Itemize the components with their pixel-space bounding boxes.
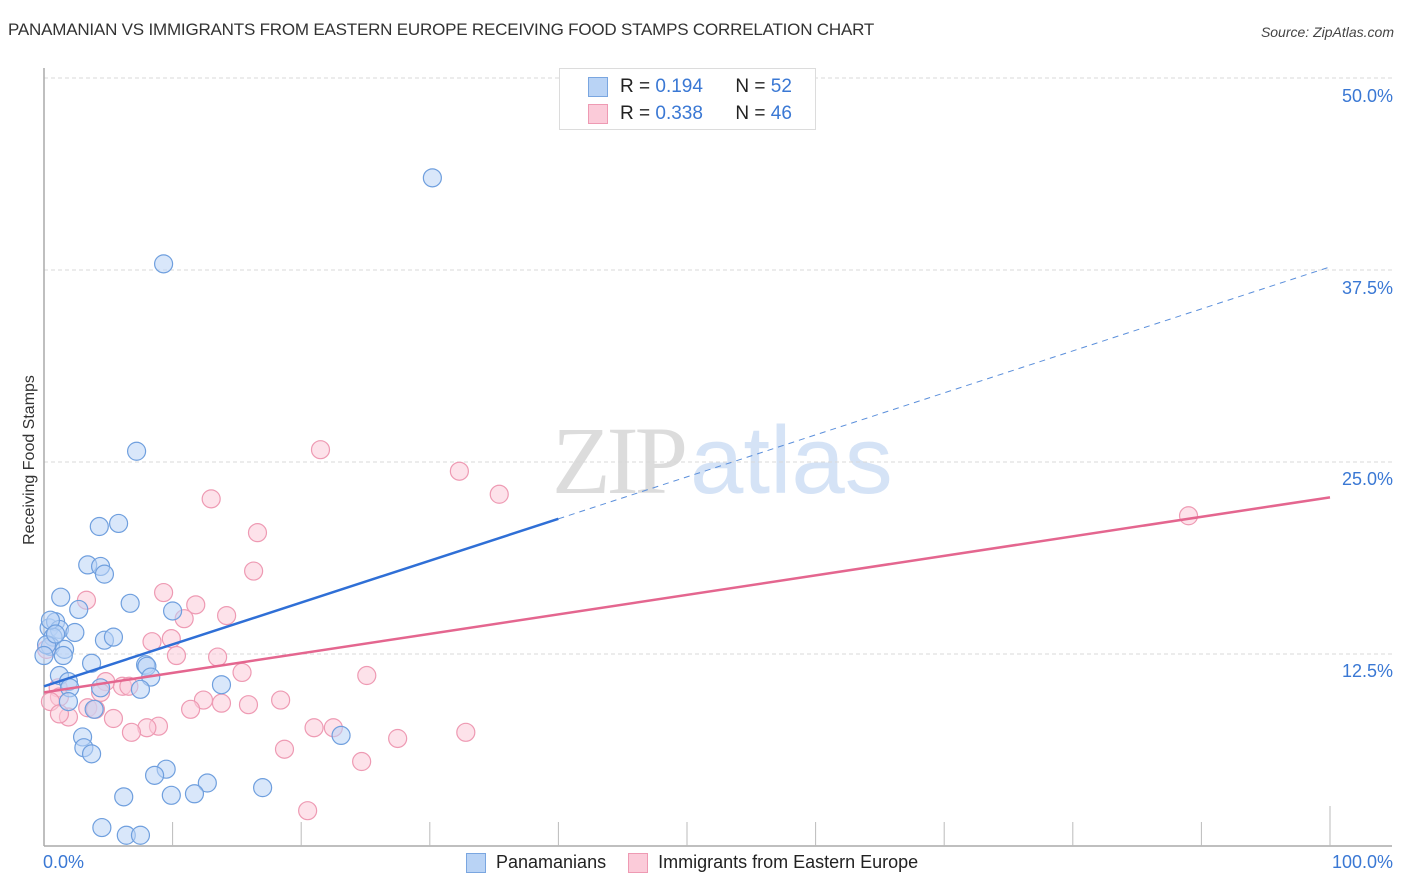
y-tick-50: 50.0% (1341, 86, 1393, 106)
trend-lines (43, 266, 1331, 694)
data-point (304, 718, 324, 738)
n-value: 52 (770, 76, 792, 97)
data-point (130, 825, 151, 845)
data-point (51, 587, 71, 607)
stats-row-panamanians: R = 0.194 N = 52 (588, 75, 792, 99)
series-immigrants-eastern-europe-points (36, 440, 1199, 821)
y-axis-label: Receiving Food Stamps (21, 375, 38, 545)
data-point (108, 513, 129, 534)
r-value: 0.194 (655, 76, 703, 97)
legend-item-panamanians[interactable]: Panamanians (466, 852, 606, 873)
n-value: 46 (770, 103, 792, 124)
data-point (92, 817, 112, 838)
data-point (166, 645, 187, 666)
n-label: N = (735, 103, 766, 124)
data-point (45, 624, 66, 644)
data-point (186, 595, 206, 615)
data-point (94, 564, 115, 584)
data-point (238, 695, 259, 715)
data-point (34, 645, 54, 666)
data-point (456, 722, 476, 742)
r-value: 0.338 (655, 103, 703, 124)
data-point (253, 778, 273, 798)
source-credit: Source: ZipAtlas.com (1260, 24, 1394, 40)
data-point (163, 601, 183, 621)
trend-line-immigrants (43, 496, 1331, 694)
watermark-atlas: atlas (690, 407, 893, 514)
data-point (121, 722, 142, 742)
data-point (69, 599, 89, 620)
legend-item-immigrants-eastern-europe[interactable]: Immigrants from Eastern Europe (628, 852, 918, 873)
data-point (126, 441, 147, 461)
data-point (58, 692, 79, 712)
r-label: R = (620, 103, 651, 124)
data-point (201, 489, 221, 509)
data-point (144, 765, 165, 785)
legend-label: Panamanians (496, 852, 607, 872)
x-tick-min: 0.0% (43, 852, 85, 872)
x-tick-max: 100.0% (1331, 852, 1393, 872)
data-point (449, 461, 469, 481)
data-point (130, 679, 151, 699)
axes (43, 68, 1392, 847)
pink-swatch-icon (588, 104, 608, 124)
data-point (184, 784, 205, 804)
data-point (81, 653, 102, 673)
data-point (103, 708, 124, 729)
y-tick-12-5: 12.5% (1341, 661, 1393, 681)
data-point (352, 751, 372, 772)
legend-label: Immigrants from Eastern Europe (658, 852, 919, 872)
data-point (53, 645, 73, 666)
data-point (211, 675, 232, 695)
data-point (208, 647, 228, 667)
stats-row-immigrants: R = 0.338 N = 46 (588, 102, 792, 126)
series-legend: Panamanians Immigrants from Eastern Euro… (466, 852, 940, 873)
data-point (331, 725, 351, 746)
data-point (153, 582, 174, 603)
data-point (181, 699, 201, 719)
data-point (197, 773, 217, 793)
data-point (422, 168, 442, 188)
data-point (232, 662, 252, 683)
pink-swatch-icon (628, 852, 649, 873)
data-point (298, 801, 318, 821)
n-label: N = (735, 76, 766, 97)
watermark: ZIPatlas (552, 405, 893, 516)
data-point (388, 728, 408, 749)
trend-line-panamanians-extension (558, 266, 1331, 520)
data-point (161, 785, 181, 805)
data-point (89, 516, 109, 537)
data-point (217, 605, 237, 626)
data-point (211, 693, 232, 713)
data-point (153, 254, 174, 274)
data-point (103, 627, 124, 647)
data-point (271, 690, 291, 710)
data-point (120, 593, 140, 613)
data-point (1178, 506, 1199, 526)
trend-line-panamanians (43, 517, 559, 688)
data-point (84, 699, 104, 719)
blue-swatch-icon (588, 77, 608, 97)
watermark-zip: ZIP (552, 407, 688, 514)
r-label: R = (620, 76, 651, 97)
blue-swatch-icon (466, 852, 486, 873)
data-point (247, 523, 268, 543)
chart-title: PANAMANIAN VS IMMIGRANTS FROM EASTERN EU… (8, 20, 875, 39)
data-point (489, 484, 509, 504)
data-point (81, 744, 102, 764)
data-point (310, 440, 331, 460)
data-point (114, 787, 134, 807)
y-tick-25: 25.0% (1341, 469, 1393, 489)
stats-legend: R = 0.194 N = 52 R = 0.338 N = 46 (559, 68, 816, 130)
data-point (65, 622, 85, 643)
data-point (357, 665, 377, 686)
y-tick-37-5: 37.5% (1341, 278, 1393, 298)
data-point (244, 561, 264, 581)
data-point (90, 678, 111, 698)
data-point (274, 739, 295, 759)
